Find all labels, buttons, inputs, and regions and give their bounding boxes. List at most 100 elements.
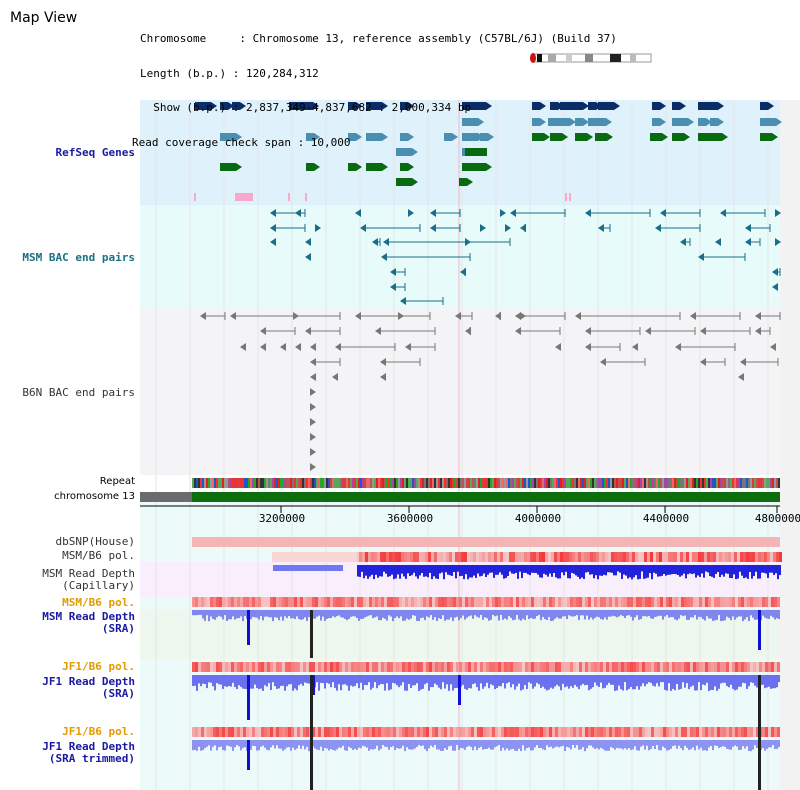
jf1-sra-depth-bar bbox=[302, 675, 304, 686]
msm-capillary-depth-bar bbox=[365, 565, 367, 576]
jf1-b6-pol-trim-cell bbox=[591, 727, 594, 737]
jf1-b6-pol-cell bbox=[714, 662, 717, 672]
jf1-trim-depth-bar bbox=[768, 740, 770, 748]
jf1-sra-depth-bar bbox=[678, 675, 680, 690]
msm-sra-depth-bar bbox=[270, 610, 272, 618]
track-label-dbsnp[interactable]: dbSNP(House) bbox=[55, 535, 135, 548]
msm-sra-depth-bar bbox=[766, 610, 768, 619]
repeat-element bbox=[630, 478, 632, 488]
jf1-sra-depth-bar bbox=[398, 675, 400, 688]
msm-b6-pol-cell bbox=[557, 552, 560, 562]
chromosome-bar bbox=[192, 492, 780, 502]
jf1-trim-depth-bar bbox=[612, 740, 614, 748]
jf1-trim-depth-bar bbox=[622, 740, 624, 750]
jf1-trim-depth-bar bbox=[638, 740, 640, 751]
jf1-sra-depth-bar bbox=[320, 675, 322, 683]
jf1-sra-depth-bar bbox=[332, 675, 334, 683]
jf1-trim-depth-bar bbox=[332, 740, 334, 750]
msm-b6-pol-sra-cell bbox=[312, 597, 315, 607]
jf1-trim-depth-bar bbox=[322, 740, 324, 752]
jf1-b6-pol-trim-cell bbox=[207, 727, 210, 737]
jf1-sra-depth-bar bbox=[626, 675, 628, 691]
msm-b6-pol-sra-cell bbox=[756, 597, 759, 607]
jf1-b6-pol-cell bbox=[765, 662, 768, 672]
repeat-element bbox=[392, 478, 394, 488]
track-label-b6n-bac[interactable]: B6N BAC end pairs bbox=[22, 386, 135, 399]
msm-capillary-depth-bar bbox=[731, 565, 733, 579]
jf1-b6-pol-trim-cell bbox=[756, 727, 759, 737]
msm-sra-depth-bar bbox=[564, 610, 566, 617]
jf1-sra-depth-bar bbox=[442, 675, 444, 683]
bac-end-marker bbox=[700, 327, 706, 335]
msm-capillary-depth-bar bbox=[571, 565, 573, 573]
msm-sra-depth-bar bbox=[552, 610, 554, 621]
jf1-trim-depth-bar bbox=[216, 740, 218, 751]
msm-b6-pol-cell bbox=[434, 552, 437, 562]
jf1-b6-pol-cell bbox=[216, 662, 219, 672]
jf1-b6-pol-trim-cell bbox=[321, 727, 324, 737]
repeat-element bbox=[714, 478, 716, 488]
msm-sra-depth-bar bbox=[664, 610, 666, 617]
msm-sra-depth-bar bbox=[502, 610, 504, 620]
msm-sra-depth-bar bbox=[482, 610, 484, 620]
track-label-msm-b6-pol-sra[interactable]: MSM/B6 pol. bbox=[62, 596, 135, 609]
track-label-msm-depth-sra[interactable]: MSM Read Depth (SRA) bbox=[42, 610, 135, 635]
msm-capillary-depth-bar bbox=[473, 565, 475, 576]
track-label-msm-b6-pol[interactable]: MSM/B6 pol. bbox=[62, 549, 135, 562]
repeat-element bbox=[626, 478, 628, 488]
track-label-jf1-b6-pol[interactable]: JF1/B6 pol. bbox=[62, 660, 135, 673]
msm-sra-depth-bar bbox=[582, 610, 584, 616]
jf1-trim-depth-bar bbox=[526, 740, 528, 749]
msm-sra-depth-bar bbox=[494, 610, 496, 617]
jf1-b6-pol-cell bbox=[738, 662, 741, 672]
jf1-b6-pol-cell bbox=[360, 662, 363, 672]
jf1-b6-pol-cell bbox=[609, 662, 612, 672]
gene-block bbox=[348, 163, 356, 171]
jf1-b6-pol-cell bbox=[285, 662, 288, 672]
track-label-jf1-b6-pol-trimmed[interactable]: JF1/B6 pol. bbox=[62, 725, 135, 738]
jf1-b6-pol-cell bbox=[222, 662, 225, 672]
msm-b6-pol-sra-cell bbox=[384, 597, 387, 607]
msm-sra-depth-bar bbox=[660, 610, 662, 616]
msm-b6-pol-sra-cell bbox=[759, 597, 762, 607]
jf1-b6-pol-cell bbox=[351, 662, 354, 672]
jf1-b6-pol-trim-cell bbox=[612, 727, 615, 737]
jf1-sra-depth-bar bbox=[458, 675, 461, 705]
jf1-b6-pol-cell bbox=[588, 662, 591, 672]
msm-sra-depth-bar bbox=[232, 610, 234, 617]
jf1-b6-pol-trim-cell bbox=[396, 727, 399, 737]
jf1-b6-pol-trim-cell bbox=[381, 727, 384, 737]
b6n-bac-track-bg bbox=[140, 308, 780, 475]
msm-b6-pol-sra-cell bbox=[507, 597, 510, 607]
gene-arrow bbox=[356, 163, 362, 171]
bac-end-marker bbox=[700, 358, 706, 366]
repeat-element bbox=[532, 478, 534, 488]
msm-b6-pol-cell bbox=[758, 552, 761, 562]
jf1-b6-pol-cell bbox=[210, 662, 213, 672]
jf1-trim-depth-bar bbox=[770, 740, 772, 748]
repeat-element bbox=[280, 478, 282, 488]
jf1-b6-pol-cell bbox=[762, 662, 765, 672]
repeat-element bbox=[250, 478, 252, 488]
gene-arrow bbox=[540, 102, 546, 110]
msm-sra-depth-bar bbox=[224, 610, 226, 616]
msm-capillary-depth-bar bbox=[777, 565, 779, 580]
jf1-b6-pol-cell bbox=[243, 662, 246, 672]
track-label-refseq[interactable]: RefSeq Genes bbox=[55, 146, 135, 159]
jf1-b6-pol-trim-cell bbox=[504, 727, 507, 737]
track-label-jf1-depth-sra[interactable]: JF1 Read Depth (SRA) bbox=[42, 675, 135, 700]
jf1-trim-depth-bar bbox=[450, 740, 452, 746]
msm-b6-pol-cell bbox=[677, 552, 680, 562]
track-label-msm-depth-capillary[interactable]: MSM Read Depth (Capillary) bbox=[42, 567, 135, 592]
msm-b6-pol-sra-cell bbox=[255, 597, 258, 607]
msm-sra-depth-bar bbox=[448, 610, 450, 620]
msm-sra-depth-bar bbox=[726, 610, 728, 617]
jf1-sra-depth-bar bbox=[350, 675, 352, 686]
track-label-msm-bac[interactable]: MSM BAC end pairs bbox=[22, 251, 135, 264]
jf1-sra-depth-bar bbox=[732, 675, 734, 689]
bac-end-marker bbox=[520, 312, 526, 320]
repeat-element bbox=[308, 478, 310, 488]
msm-b6-pol-sra-cell bbox=[600, 597, 603, 607]
track-label-jf1-depth-trimmed[interactable]: JF1 Read Depth (SRA trimmed) bbox=[42, 740, 135, 765]
jf1-sra-depth-bar bbox=[270, 675, 272, 690]
